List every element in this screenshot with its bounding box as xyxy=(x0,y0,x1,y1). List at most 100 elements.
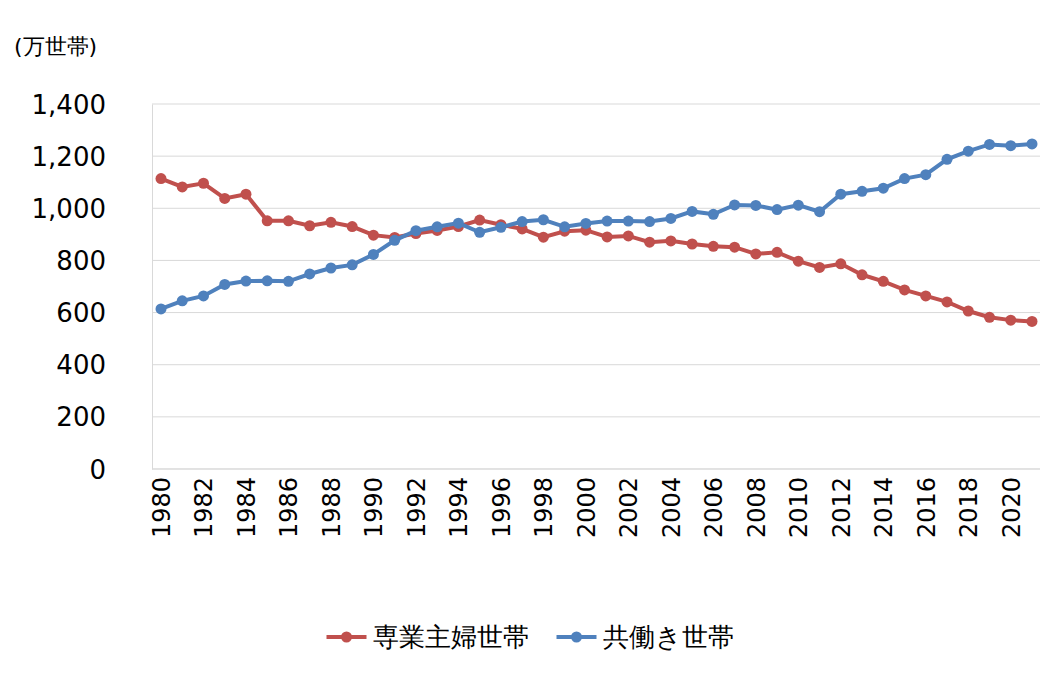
x-axis-line xyxy=(152,469,1040,470)
point xyxy=(644,237,655,248)
point xyxy=(368,230,379,241)
point xyxy=(347,259,358,270)
x-tick-label: 1990 xyxy=(360,477,388,538)
point xyxy=(602,216,613,227)
legend-marker xyxy=(571,632,582,643)
point xyxy=(474,227,485,238)
point xyxy=(262,275,273,286)
x-tick-label: 2014 xyxy=(870,477,898,538)
x-tick: 1988 xyxy=(318,469,346,538)
point xyxy=(984,312,995,323)
x-tick: 1986 xyxy=(275,469,303,538)
point xyxy=(899,173,910,184)
y-tick-label: 200 xyxy=(56,402,106,432)
point xyxy=(283,276,294,287)
x-tick-label: 2016 xyxy=(913,477,941,538)
y-axis-title: (万世帯) xyxy=(14,34,97,59)
point xyxy=(517,216,528,227)
x-tick-label: 1982 xyxy=(190,477,218,538)
point xyxy=(368,249,379,260)
grid-line xyxy=(152,312,1040,313)
x-tick: 2006 xyxy=(700,469,728,538)
series-markers xyxy=(156,173,1038,327)
x-tick: 2020 xyxy=(998,469,1026,538)
x-tick-label: 1988 xyxy=(318,477,346,538)
point xyxy=(623,230,634,241)
point xyxy=(750,248,761,259)
chart: 02004006008001,0001,2001,400198019821984… xyxy=(0,0,1044,677)
x-tick-label: 1986 xyxy=(275,477,303,538)
point xyxy=(665,213,676,224)
point xyxy=(156,173,167,184)
x-tick: 1990 xyxy=(360,469,388,538)
x-tick: 1996 xyxy=(488,469,516,538)
point xyxy=(687,239,698,250)
point xyxy=(814,206,825,217)
point xyxy=(538,214,549,225)
grid xyxy=(152,104,1040,469)
point xyxy=(793,256,804,267)
point xyxy=(240,276,251,287)
point xyxy=(538,232,549,243)
y-tick-label: 600 xyxy=(56,298,106,328)
point xyxy=(708,241,719,252)
x-tick: 1980 xyxy=(148,469,176,538)
point xyxy=(793,200,804,211)
x-tick: 1994 xyxy=(445,469,473,538)
point xyxy=(750,200,761,211)
point xyxy=(835,189,846,200)
grid-line xyxy=(152,104,1040,105)
point xyxy=(1005,315,1016,326)
point xyxy=(878,183,889,194)
y-tick-label: 800 xyxy=(56,246,106,276)
point xyxy=(835,258,846,269)
point xyxy=(240,189,251,200)
point xyxy=(474,215,485,226)
point xyxy=(942,296,953,307)
y-tick: 1,200 xyxy=(32,142,152,172)
x-tick-label: 2000 xyxy=(573,477,601,538)
series-line xyxy=(161,144,1032,309)
point xyxy=(984,139,995,150)
legend-item: 専業主婦世帯 xyxy=(327,622,529,652)
x-tick-label: 2012 xyxy=(828,477,856,538)
point xyxy=(580,218,591,229)
point xyxy=(325,262,336,273)
y-tick: 1,000 xyxy=(32,194,152,224)
point xyxy=(687,206,698,217)
point xyxy=(602,231,613,242)
x-tick-label: 2018 xyxy=(955,477,983,538)
point xyxy=(772,247,783,258)
y-tick-label: 1,200 xyxy=(32,142,106,172)
point xyxy=(644,216,655,227)
point xyxy=(389,235,400,246)
point xyxy=(198,178,209,189)
y-tick: 600 xyxy=(56,298,152,328)
x-tick: 2010 xyxy=(785,469,813,538)
x-tick: 1982 xyxy=(190,469,218,538)
x-tick: 2008 xyxy=(743,469,771,538)
point xyxy=(1027,138,1038,149)
y-tick-label: 1,000 xyxy=(32,194,106,224)
x-tick: 2014 xyxy=(870,469,898,538)
grid-line xyxy=(152,416,1040,417)
point xyxy=(410,225,421,236)
x-tick-label: 2002 xyxy=(615,477,643,538)
point xyxy=(198,290,209,301)
x-tick-label: 1980 xyxy=(148,477,176,538)
y-axis-line xyxy=(152,105,153,470)
x-tick: 2016 xyxy=(913,469,941,538)
y-axis: 02004006008001,0001,2001,400 xyxy=(32,90,153,485)
point xyxy=(495,222,506,233)
grid-line xyxy=(152,156,1040,157)
point xyxy=(623,216,634,227)
x-tick: 2004 xyxy=(658,469,686,538)
point xyxy=(156,303,167,314)
point xyxy=(559,221,570,232)
legend-label: 専業主婦世帯 xyxy=(373,622,529,652)
x-tick: 2000 xyxy=(573,469,601,538)
point xyxy=(177,295,188,306)
point xyxy=(708,209,719,220)
point xyxy=(878,276,889,287)
x-tick-label: 2006 xyxy=(700,477,728,538)
